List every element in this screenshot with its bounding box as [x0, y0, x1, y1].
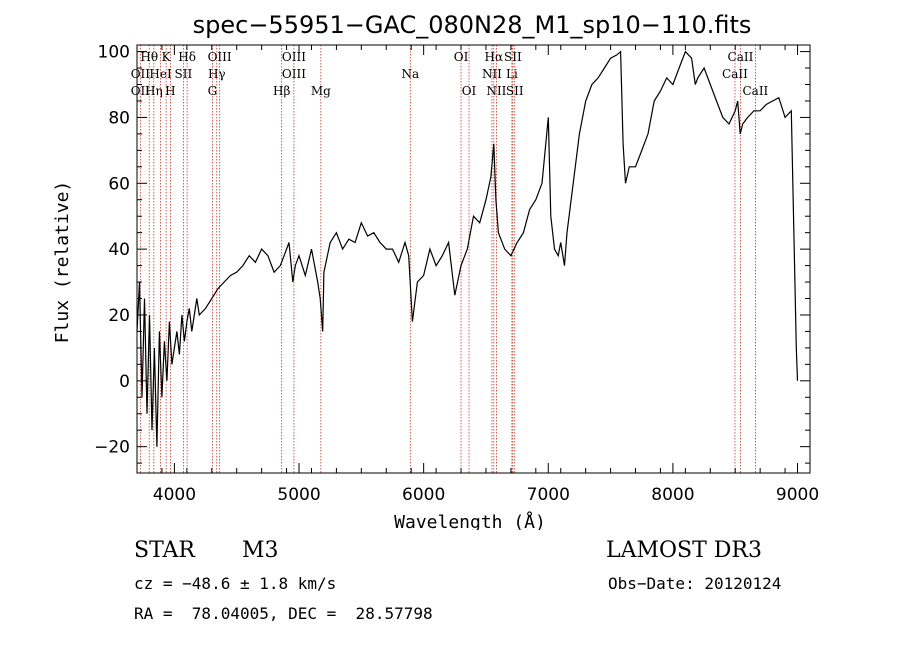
spectral-line-label: Li — [506, 67, 518, 81]
observation-date: Obs−Date: 20120124 — [608, 574, 782, 593]
chart-title: spec−55951−GAC_080N28_M1_sp10−110.fits — [193, 11, 752, 39]
spectral-line-label: H — [165, 84, 175, 98]
y-tick-label: −20 — [94, 438, 130, 458]
x-tick-label: 9000 — [776, 485, 819, 505]
x-axis-label: Wavelength (Å) — [394, 511, 546, 530]
spectral-line-label: G — [208, 84, 218, 98]
spectral-line-label: Hθ — [140, 50, 158, 64]
y-axis-label: Flux (relative) — [52, 181, 73, 344]
y-tick-label: 40 — [108, 240, 130, 260]
spectral-line-label: OΙI — [131, 67, 151, 81]
spectral-line-label: CaII — [722, 67, 748, 81]
coordinates: RA = 78.04005, DEC = 28.57798 — [134, 604, 433, 623]
spectral-line-label: NII — [486, 84, 506, 98]
x-tick-label: 4000 — [153, 485, 196, 505]
spectral-line-label: OI — [454, 50, 469, 64]
spectral-line-label: OIII — [208, 50, 232, 64]
y-tick-label: 80 — [108, 108, 130, 128]
redshift-velocity: cz = −48.6 ± 1.8 km/s — [134, 574, 337, 593]
spectral-line-label: Hδ — [178, 50, 196, 64]
spectrum-chart: spec−55951−GAC_080N28_M1_sp10−110.fits H… — [52, 11, 819, 530]
spectral-line-label: Hα — [485, 50, 504, 64]
spectral-line-label: Hβ — [273, 84, 290, 98]
spectral-line-label: CaII — [742, 84, 768, 98]
spectral-line-label: HeI — [149, 67, 172, 81]
spectral-line-label: OIII — [282, 50, 306, 64]
x-tick-label: 7000 — [527, 485, 570, 505]
y-tick-label: 100 — [98, 43, 130, 63]
x-tick-label: 8000 — [651, 485, 694, 505]
y-tick-label: 0 — [119, 372, 130, 392]
spectral-line-label: SII — [506, 84, 524, 98]
object-type: STAR — [134, 538, 195, 563]
spectral-line-label: OIII — [282, 67, 306, 81]
spectrum-series-line — [136, 50, 799, 447]
spectral-line-label: OΙI — [131, 84, 151, 98]
x-tick-label: 6000 — [402, 485, 445, 505]
spectral-line-label: SII — [504, 50, 522, 64]
spectral-line-label: CaII — [728, 50, 754, 64]
object-subclass: M3 — [242, 538, 279, 563]
spectral-line-label: OI — [462, 84, 477, 98]
spectral-line-markers — [139, 45, 756, 473]
spectral-line-label: Mg — [311, 84, 331, 98]
spectral-line-label: NII — [482, 67, 502, 81]
spectral-line-label: Hγ — [208, 67, 226, 81]
spectral-line-label: Na — [401, 67, 419, 81]
axis-ticks: 4000 5000 6000 7000 8000 9000 −20 0 20 40 60 80 100 — [94, 43, 819, 505]
spectral-line-label: SII — [175, 67, 193, 81]
x-tick-label: 5000 — [277, 485, 320, 505]
plot-frame — [136, 44, 811, 474]
y-tick-label: 20 — [108, 306, 130, 326]
spectral-line-label: K — [162, 50, 172, 64]
y-tick-label: 60 — [108, 174, 130, 194]
survey-name: LAMOST DR3 — [606, 538, 762, 563]
spectral-line-label: Hη — [145, 84, 163, 98]
